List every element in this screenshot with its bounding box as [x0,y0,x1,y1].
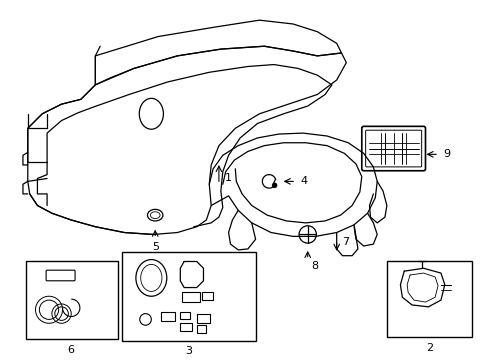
Bar [196,325,206,333]
Bar [196,314,210,323]
Bar [26,261,117,339]
Bar [180,312,189,319]
Bar [161,312,174,321]
Bar [122,252,255,341]
Text: 8: 8 [311,261,318,271]
Text: 5: 5 [151,242,159,252]
Circle shape [272,183,276,188]
Text: 9: 9 [442,149,449,159]
Bar [182,292,199,302]
Text: 2: 2 [425,343,432,352]
Bar [386,261,471,337]
Text: 1: 1 [224,174,231,184]
Bar [201,292,213,300]
Text: 3: 3 [185,346,192,356]
Text: 6: 6 [67,345,75,355]
Text: 7: 7 [342,237,349,247]
Text: 4: 4 [300,176,306,186]
Bar [180,323,191,331]
